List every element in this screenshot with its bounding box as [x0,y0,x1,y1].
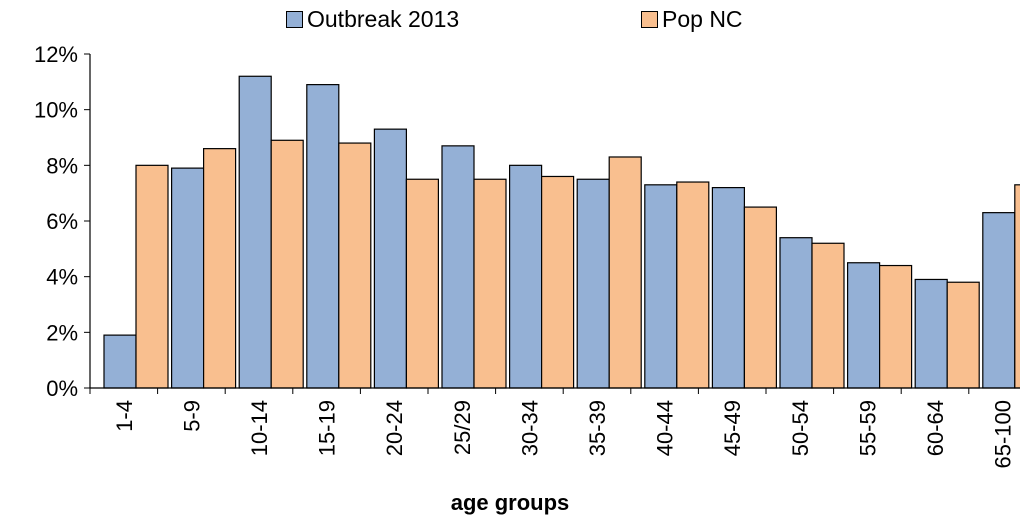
bar-popnc [811,242,845,389]
x-tick-label: 35-39 [585,400,610,456]
x-tick-label: 1-4 [112,400,137,432]
bar-popnc [203,148,237,389]
bar-outbreak [306,84,340,389]
bar-popnc [540,175,575,389]
x-tick-label: 40-44 [653,400,678,456]
x-tick-label: 30-34 [517,400,542,456]
x-tick-label: 10-14 [247,400,272,456]
x-tick-label: 45-49 [720,400,745,456]
bar-outbreak [373,128,407,389]
bar-outbreak [103,334,137,389]
bar-outbreak [644,184,678,389]
bar-popnc [878,264,913,389]
y-tick-label: 6% [46,209,78,234]
bar-outbreak [238,75,272,389]
bar-popnc [405,178,439,389]
bar-outbreak [914,278,948,389]
bar-popnc [338,142,372,389]
legend-label-popnc: Pop NC [662,6,743,32]
y-tick-label: 12% [34,42,78,67]
x-tick-label: 55-59 [855,400,880,456]
x-tick-label: 25/29 [450,400,475,455]
bar-popnc [743,206,778,389]
x-tick-label: 65-100 [991,400,1016,469]
bar-popnc [608,156,642,389]
legend-swatch-outbreak [286,11,303,28]
x-tick-label: 5-9 [179,400,204,432]
y-tick-label: 2% [46,320,78,345]
bar-outbreak [846,262,881,389]
x-tick-label: 60-64 [923,400,948,456]
y-tick-label: 10% [34,98,78,123]
x-tick-label: 15-19 [315,400,340,456]
x-tick-label: 50-54 [788,400,813,456]
bar-outbreak [779,237,813,389]
bar-popnc [473,178,507,389]
y-tick-label: 8% [46,153,78,178]
legend-item-outbreak: Outbreak 2013 [286,6,459,33]
bar-outbreak [509,164,543,389]
bar-popnc [676,181,710,389]
legend-label-outbreak: Outbreak 2013 [307,6,460,32]
bar-outbreak [171,167,205,389]
y-tick-label: 0% [46,376,78,401]
bar-popnc [135,164,169,389]
y-tick-label: 4% [46,265,78,290]
bar-popnc [946,281,980,389]
bar-outbreak [711,187,746,389]
x-tick-label: 20-24 [382,400,407,456]
bar-outbreak [576,178,610,389]
legend-swatch-popnc [641,11,658,28]
bar-outbreak [441,145,475,389]
bar-popnc [1014,184,1020,389]
x-axis-title: age groups [450,490,570,515]
bar-outbreak [982,212,1016,389]
bar-popnc [270,139,304,389]
legend-item-popnc: Pop NC [641,6,743,33]
